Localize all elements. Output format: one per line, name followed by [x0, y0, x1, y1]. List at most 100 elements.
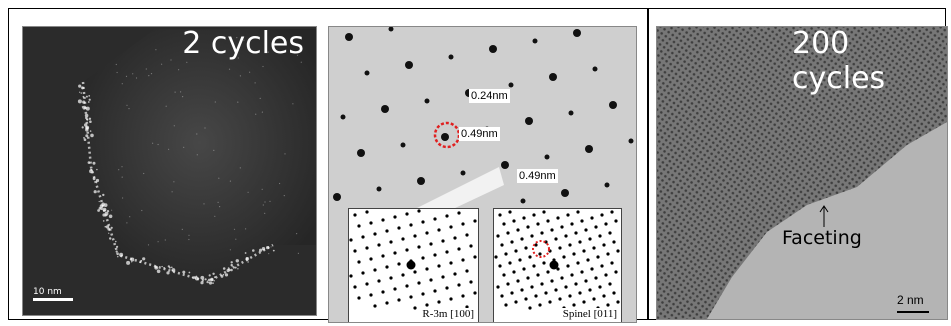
pattern-spot [566, 213, 570, 217]
speckle [213, 280, 215, 282]
pattern-spot [461, 294, 465, 298]
pattern-spot [532, 213, 536, 217]
diffraction-spot [417, 177, 425, 185]
inset-spinel-label: Spinel [011] [560, 308, 619, 320]
pattern-spot [534, 294, 538, 298]
speckle [214, 101, 216, 103]
pattern-spot [538, 303, 542, 307]
pattern-spot [417, 209, 421, 213]
particle-edge-glow [81, 81, 274, 284]
speckle [236, 37, 238, 39]
speckle [261, 247, 266, 251]
speckle [214, 276, 216, 279]
pattern-spot [429, 242, 433, 246]
pattern-spot [578, 240, 582, 244]
speckle [115, 63, 117, 66]
speckle [292, 36, 294, 38]
pattern-spot [574, 282, 578, 286]
diffraction-spot [489, 45, 497, 53]
speckle [84, 113, 89, 118]
speckle [92, 161, 96, 165]
speckle [82, 95, 85, 98]
pattern-spot [421, 292, 425, 296]
pattern-spot [365, 246, 369, 250]
speckle [150, 73, 153, 75]
speckle [88, 98, 91, 101]
speckle [226, 268, 230, 273]
pattern-spot [494, 255, 498, 259]
simulated-pattern-r3m [349, 209, 477, 310]
speckle [254, 82, 256, 84]
speckle [296, 54, 299, 56]
speckle [267, 51, 269, 53]
diffraction-spot [568, 110, 574, 116]
pattern-spot [421, 256, 425, 260]
diffraction-spot [424, 98, 430, 104]
speckle [228, 68, 231, 70]
diffraction-spot [340, 114, 346, 120]
speckle [77, 99, 82, 104]
speckle [128, 108, 130, 110]
pattern-spot [409, 223, 413, 227]
speckle [157, 241, 159, 243]
speckle [213, 149, 215, 151]
pattern-spot [405, 284, 409, 288]
diffraction-spot [357, 149, 365, 157]
speckle [262, 65, 264, 68]
pattern-spot [548, 300, 552, 304]
speckle [83, 137, 85, 139]
speckle [212, 282, 214, 284]
particle-image [23, 27, 316, 315]
pattern-spot [445, 286, 449, 290]
speckle [89, 130, 92, 132]
pattern-spot [598, 285, 602, 289]
speckle [126, 260, 131, 265]
speckle [96, 182, 98, 184]
pattern-spot [389, 240, 393, 244]
panel-c-title: 200 cycles [792, 26, 886, 96]
pattern-spot [536, 273, 540, 277]
pattern-spot [566, 264, 570, 268]
speckle [147, 244, 150, 246]
speckle [80, 92, 82, 94]
pattern-spot [377, 279, 381, 283]
speckle [247, 191, 249, 193]
speckle [243, 39, 245, 41]
pattern-spot [590, 216, 594, 220]
pattern-spot [588, 237, 592, 241]
speckle [85, 118, 88, 121]
spacing-label-1: 0.24nm [469, 89, 510, 103]
pattern-spot [500, 294, 504, 298]
pattern-spot [540, 231, 544, 235]
pattern-spot [616, 249, 620, 253]
speckle [166, 271, 170, 275]
pattern-spot [457, 211, 461, 215]
pattern-spot [437, 300, 441, 304]
panel-a-dark-field-image: 2 cycles 10 nm [22, 26, 317, 316]
pattern-spot [576, 210, 580, 214]
pattern-spot [536, 222, 540, 226]
pattern-spot [554, 288, 558, 292]
pattern-spot [558, 246, 562, 250]
speckle [85, 95, 88, 98]
pattern-spot [441, 275, 445, 279]
pattern-spot [614, 270, 618, 274]
pattern-spot [498, 213, 502, 217]
panel-c-hrtem-image: 200 cycles Faceting 2 nm [656, 26, 948, 320]
speckle [283, 195, 285, 197]
pattern-spot [405, 248, 409, 252]
pattern-spot [461, 258, 465, 262]
pattern-spot [413, 234, 417, 238]
pattern-spot [574, 231, 578, 235]
diffraction-spot [561, 189, 569, 197]
pattern-spot [365, 210, 369, 214]
pattern-spot [469, 244, 473, 248]
pattern-spot [357, 260, 361, 264]
speckle [188, 234, 190, 236]
pattern-spot [401, 237, 405, 241]
speckle [89, 120, 92, 123]
speckle [200, 275, 205, 280]
pattern-spot [469, 280, 473, 284]
speckle [129, 216, 131, 218]
pattern-spot [570, 273, 574, 277]
